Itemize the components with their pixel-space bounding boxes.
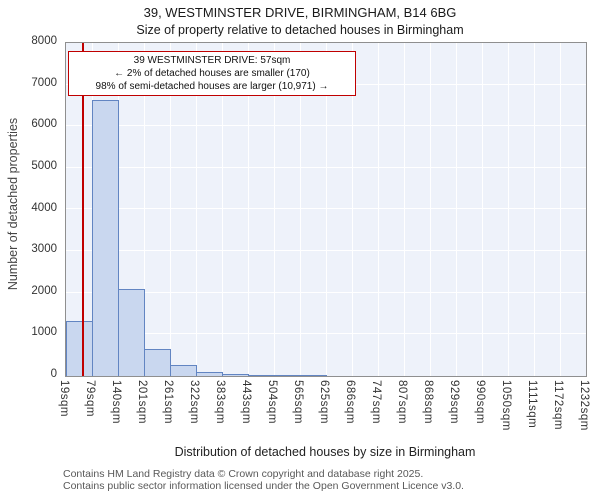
x-tick-label: 625sqm <box>318 380 330 424</box>
y-tick-label: 4000 <box>31 202 57 214</box>
grid-line-vertical <box>196 43 197 376</box>
plot-area: 39 WESTMINSTER DRIVE: 57sqm ← 2% of deta… <box>65 42 587 377</box>
grid-line-vertical <box>430 43 431 376</box>
grid-line-horizontal <box>66 333 586 334</box>
y-tick-label: 2000 <box>31 285 57 297</box>
footer-attribution-line2: Contains public sector information licen… <box>63 480 464 492</box>
grid-line-vertical <box>560 43 561 376</box>
grid-line-vertical <box>508 43 509 376</box>
histogram-bar <box>66 321 93 376</box>
grid-line-horizontal <box>66 125 586 126</box>
chart-subtitle: Size of property relative to detached ho… <box>136 23 464 37</box>
grid-line-vertical <box>274 43 275 376</box>
annotation-smaller-line: ← 2% of detached houses are smaller (170… <box>114 68 310 79</box>
footer-attribution-line1: Contains HM Land Registry data © Crown c… <box>63 468 424 480</box>
chart-title: 39, WESTMINSTER DRIVE, BIRMINGHAM, B14 6… <box>143 5 457 20</box>
grid-line-horizontal <box>66 250 586 251</box>
x-tick-label: 565sqm <box>292 380 304 424</box>
grid-line-vertical <box>378 43 379 376</box>
y-tick-label: 0 <box>50 368 57 380</box>
histogram-bar <box>170 365 197 376</box>
grid-line-horizontal <box>66 292 586 293</box>
histogram-bar <box>144 349 171 376</box>
x-tick-label: 868sqm <box>422 380 434 424</box>
x-tick-label: 1111sqm <box>526 380 538 429</box>
x-tick-label: 261sqm <box>162 380 174 424</box>
x-tick-label: 990sqm <box>474 380 486 424</box>
grid-line-vertical <box>456 43 457 376</box>
histogram-bar <box>300 375 327 376</box>
histogram-bar <box>92 100 119 376</box>
grid-line-vertical <box>300 43 301 376</box>
histogram-bar <box>248 375 275 376</box>
y-tick-label: 8000 <box>31 35 57 47</box>
grid-line-horizontal <box>66 208 586 209</box>
x-tick-label: 140sqm <box>110 380 122 424</box>
x-tick-label: 747sqm <box>370 380 382 424</box>
grid-line-horizontal <box>66 167 586 168</box>
annotation-property-line: 39 WESTMINSTER DRIVE: 57sqm <box>133 55 291 66</box>
y-tick-label: 7000 <box>31 77 57 89</box>
grid-line-vertical <box>534 43 535 376</box>
x-tick-label: 322sqm <box>188 380 200 424</box>
x-tick-label: 201sqm <box>136 380 148 424</box>
y-tick-label: 6000 <box>31 118 57 130</box>
grid-line-vertical <box>170 43 171 376</box>
grid-line-vertical <box>404 43 405 376</box>
property-size-marker-line <box>82 43 84 376</box>
histogram-bar <box>118 289 145 376</box>
annotation-box: 39 WESTMINSTER DRIVE: 57sqm ← 2% of deta… <box>68 51 356 96</box>
x-tick-label: 807sqm <box>396 380 408 424</box>
x-axis-label: Distribution of detached houses by size … <box>174 445 476 459</box>
grid-line-vertical <box>352 43 353 376</box>
x-tick-label: 443sqm <box>240 380 252 424</box>
x-tick-label: 19sqm <box>58 380 70 418</box>
grid-line-vertical <box>482 43 483 376</box>
x-tick-label: 1050sqm <box>500 380 512 431</box>
grid-line-vertical <box>326 43 327 376</box>
y-tick-label: 5000 <box>31 160 57 172</box>
histogram-bar <box>196 372 223 376</box>
x-tick-label: 79sqm <box>84 380 96 418</box>
histogram-bar <box>222 374 249 376</box>
y-tick-label: 3000 <box>31 243 57 255</box>
x-tick-label: 1232sqm <box>578 380 590 431</box>
histogram-bar <box>274 375 301 376</box>
grid-line-vertical <box>248 43 249 376</box>
x-tick-label: 504sqm <box>266 380 278 424</box>
annotation-larger-line: 98% of semi-detached houses are larger (… <box>95 81 329 92</box>
x-tick-label: 383sqm <box>214 380 226 424</box>
x-tick-label: 929sqm <box>448 380 460 424</box>
x-tick-label: 1172sqm <box>552 380 564 430</box>
grid-line-vertical <box>222 43 223 376</box>
x-tick-label: 686sqm <box>344 380 356 424</box>
y-tick-label: 1000 <box>31 326 57 338</box>
grid-line-vertical <box>144 43 145 376</box>
